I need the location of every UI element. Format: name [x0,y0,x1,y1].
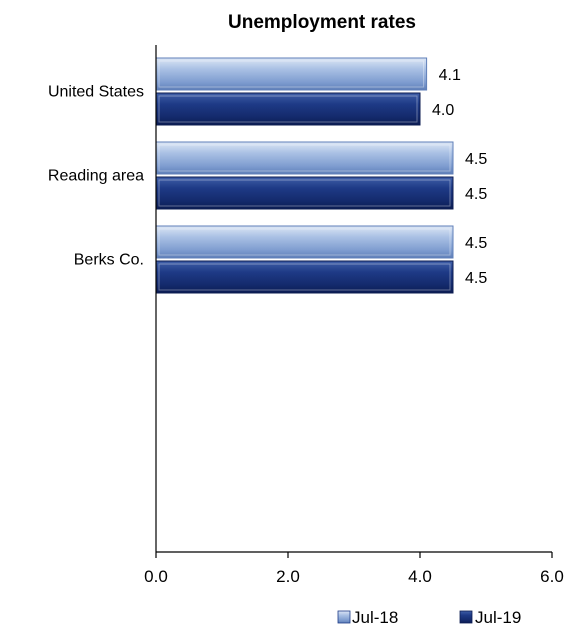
data-label-united-states-jul-18: 4.1 [439,67,461,84]
bar-reading-area-jul-18 [155,141,454,175]
legend-swatch-jul-19 [459,610,473,624]
bar-bevel-united-states-jul-19 [158,95,418,123]
category-label-berks-co: Berks Co. [74,252,144,269]
bar-bevel-reading-area-jul-19 [158,179,451,207]
chart-title: Unemployment rates [228,12,416,33]
bars-layer: 4.1 4.0 4.5 4.5 4.5 4.5 [155,57,487,294]
legend-label-jul-18: Jul-18 [352,608,398,627]
x-tick-label: 4.0 [408,567,432,586]
bar-united-states-jul-19 [155,92,421,126]
bar-berks-co-jul-19 [155,260,454,294]
bar-bevel-berks-co-jul-19 [158,263,451,291]
data-label-berks-co-jul-19: 4.5 [465,270,487,287]
x-tick-label: 0.0 [144,567,168,586]
data-label-reading-area-jul-18: 4.5 [465,151,487,168]
category-label-reading-area: Reading area [48,168,144,185]
legend-swatch-jul-18 [337,610,351,624]
category-labels: United States Reading area Berks Co. [48,84,144,269]
bar-bevel-united-states-jul-18 [158,60,425,88]
data-label-united-states-jul-19: 4.0 [432,102,454,119]
legend: Jul-18 Jul-19 [337,608,521,627]
bar-bevel-reading-area-jul-18 [158,144,451,172]
bar-reading-area-jul-19 [155,176,454,210]
legend-label-jul-19: Jul-19 [475,608,521,627]
category-label-united-states: United States [48,84,144,101]
bar-berks-co-jul-18 [155,225,454,259]
x-tick-label: 6.0 [540,567,564,586]
x-tick-label: 2.0 [276,567,300,586]
bar-bevel-berks-co-jul-18 [158,228,451,256]
data-label-reading-area-jul-19: 4.5 [465,186,487,203]
x-axis-ticks: 0.0 2.0 4.0 6.0 [144,552,564,586]
bar-united-states-jul-18 [155,57,428,91]
data-label-berks-co-jul-18: 4.5 [465,235,487,252]
